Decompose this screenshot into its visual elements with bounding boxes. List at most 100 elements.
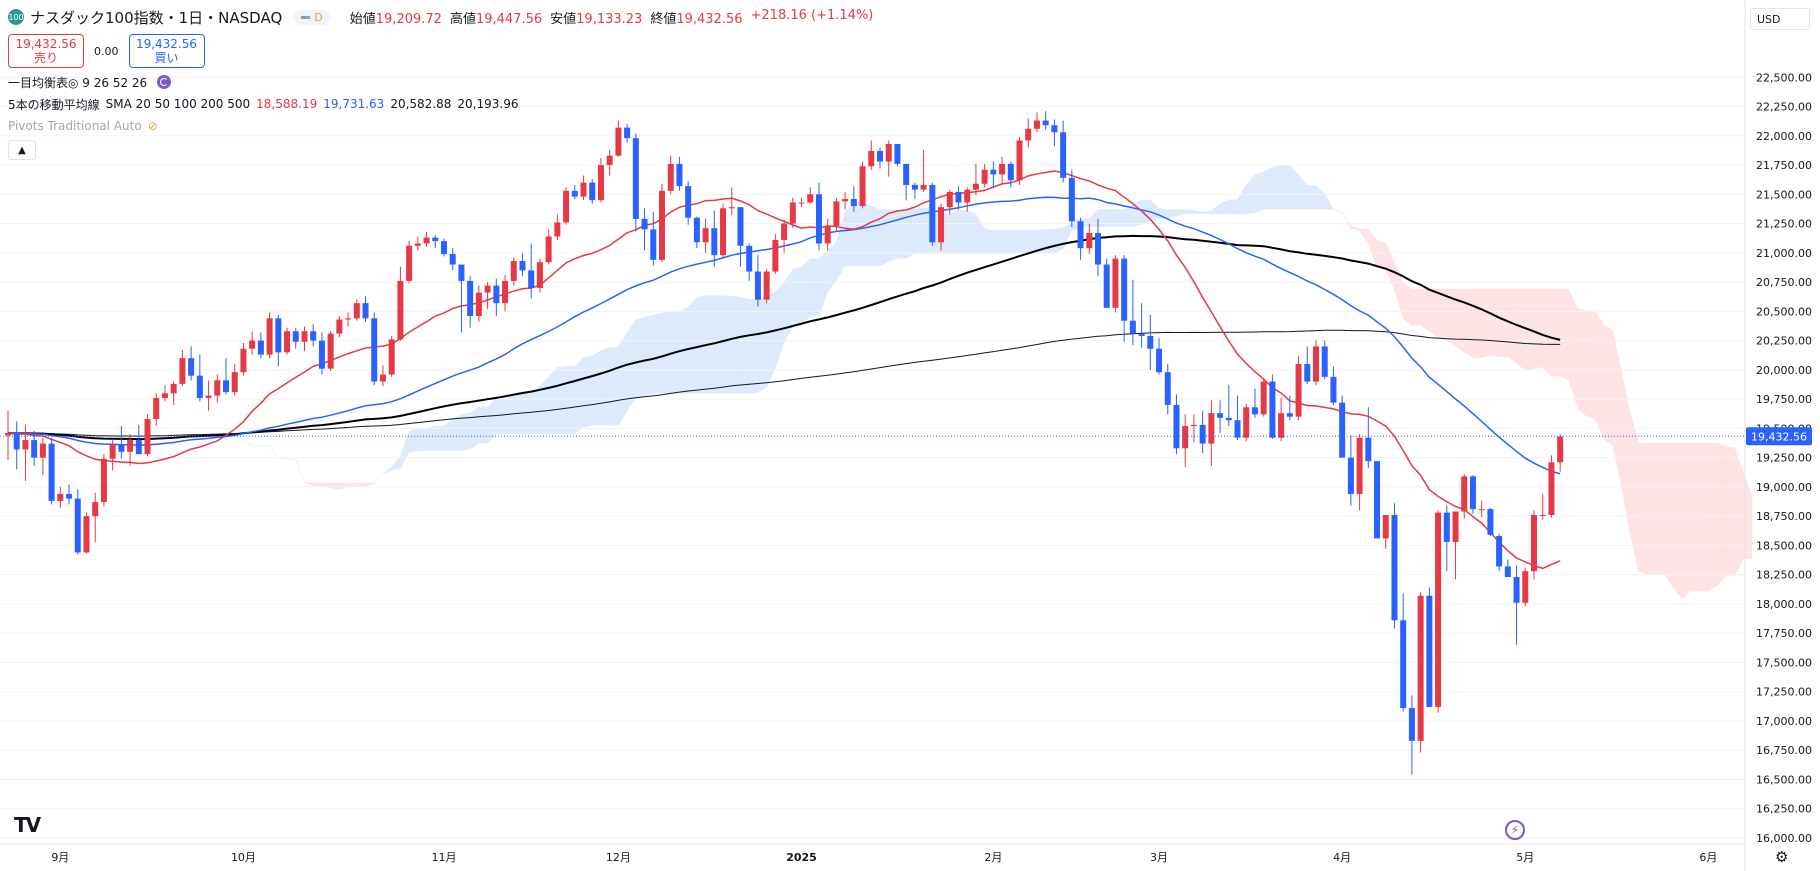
y-tick-label: 22,500.00 (1756, 71, 1812, 84)
candle-body (519, 261, 526, 271)
candle-body (1033, 120, 1040, 129)
cloud-segment (888, 209, 898, 262)
indicator-sma[interactable]: 5本の移動平均線 SMA 20 50 100 200 500 18,588.19… (8, 96, 873, 112)
candle-body (1539, 514, 1546, 516)
candle-body (388, 339, 395, 375)
cloud-segment (1045, 228, 1055, 254)
candle-body (275, 318, 282, 353)
candle-body (1182, 426, 1189, 449)
candle-body (781, 223, 788, 240)
cloud-segment (1054, 227, 1064, 254)
candle-body (1217, 413, 1224, 418)
cloud-segment (1420, 288, 1430, 332)
cloud-segment (1638, 442, 1648, 575)
open-value: 始値19,209.72 (349, 11, 442, 27)
cloud-segment (1350, 226, 1360, 231)
eye-off-icon[interactable]: ⊘ (147, 119, 158, 133)
cloud-segment (1167, 209, 1177, 219)
candle-body (711, 228, 718, 256)
candle-body (746, 245, 753, 272)
interval-badge[interactable]: D (294, 9, 330, 25)
symbol-badge[interactable]: 100 (8, 9, 24, 25)
y-tick-label: 17,000.00 (1756, 715, 1812, 728)
candle-body (318, 340, 325, 369)
cloud-segment (809, 258, 820, 317)
pivots-label: Pivots Traditional Auto (8, 119, 142, 133)
cloud-segment (1202, 210, 1212, 214)
candle-body (859, 166, 866, 206)
candle-body (1548, 462, 1555, 515)
cloud-segment (548, 366, 558, 434)
cloud-segment (1010, 230, 1020, 254)
candle-body (423, 237, 430, 244)
refresh-icon[interactable] (157, 75, 172, 89)
cloud-segment (591, 350, 602, 426)
candle-body (606, 155, 613, 166)
x-tick-label: 2月 (984, 851, 1002, 864)
sell-button[interactable]: 19,432.56 売り (8, 34, 84, 68)
cloud-segment (373, 473, 384, 485)
candle-body (1531, 514, 1537, 572)
cloud-segment (966, 210, 977, 254)
candle-body (1129, 320, 1136, 334)
sell-price: 19,432.56 (15, 37, 77, 51)
indicator-pivots[interactable]: Pivots Traditional Auto ⊘ (8, 118, 873, 134)
cloud-segment (1001, 230, 1012, 254)
candle-body (214, 380, 221, 396)
candle-body (1374, 461, 1381, 539)
candle-body (1138, 333, 1145, 336)
cloud-segment (1280, 165, 1291, 210)
indicator-ichimoku[interactable]: 一目均衡表◎ 9 26 52 26 (8, 74, 873, 90)
change-value: +218.16 (+1.14%) (750, 7, 874, 23)
lightning-icon[interactable]: ⚡ (1505, 820, 1525, 840)
gear-icon[interactable]: ⚙ (1775, 848, 1789, 866)
candle-body (13, 433, 20, 450)
candle-body (266, 318, 273, 355)
y-tick-label: 18,250.00 (1756, 569, 1812, 582)
candle-body (1225, 417, 1232, 421)
cloud-segment (391, 455, 401, 471)
candle-body (493, 285, 500, 304)
collapse-legend-button[interactable]: ▲ (8, 140, 36, 160)
currency-selector[interactable]: USD (1750, 8, 1810, 30)
candle-body (667, 163, 674, 191)
cloud-segment (356, 482, 366, 487)
minus-icon (301, 15, 311, 19)
ichimoku-cloud (234, 164, 1753, 600)
cloud-segment (426, 425, 436, 451)
y-tick-label: 20,250.00 (1756, 335, 1812, 348)
cloud-segment (862, 200, 872, 266)
tradingview-logo[interactable]: TV (14, 813, 41, 837)
candle-body (868, 150, 875, 167)
cloud-segment (1533, 288, 1543, 369)
cloud-segment (1490, 288, 1500, 357)
sma-label: 5本の移動平均線 (8, 97, 100, 112)
cloud-segment (635, 317, 645, 399)
cloud-segment (330, 482, 340, 490)
candle-body (1164, 372, 1171, 405)
candle-body (1504, 566, 1511, 578)
candle-body (624, 127, 631, 139)
cloud-segment (1219, 199, 1230, 214)
symbol-title[interactable]: ナスダック100指数・1日・NASDAQ (30, 8, 283, 27)
candle-body (1278, 413, 1285, 438)
candle-body (1469, 476, 1476, 510)
cloud-segment (1289, 164, 1299, 210)
candle-body (1313, 346, 1319, 382)
candle-body (292, 331, 299, 342)
candle-body (702, 228, 709, 243)
cloud-segment (609, 347, 619, 426)
candle-body (938, 207, 945, 243)
buy-button[interactable]: 19,432.56 買い (128, 34, 205, 68)
y-tick-label: 21,750.00 (1756, 159, 1812, 172)
candle-body (571, 190, 578, 197)
candle-body (1417, 595, 1424, 741)
candle-body (1321, 346, 1328, 377)
cloud-segment (714, 295, 724, 394)
cloud-segment (1254, 171, 1264, 213)
ohlc-values: 始値19,209.72 高値19,447.56 安値19,133.23 終値19… (350, 8, 874, 27)
cloud-segment (443, 417, 453, 451)
candle-body (990, 169, 997, 175)
